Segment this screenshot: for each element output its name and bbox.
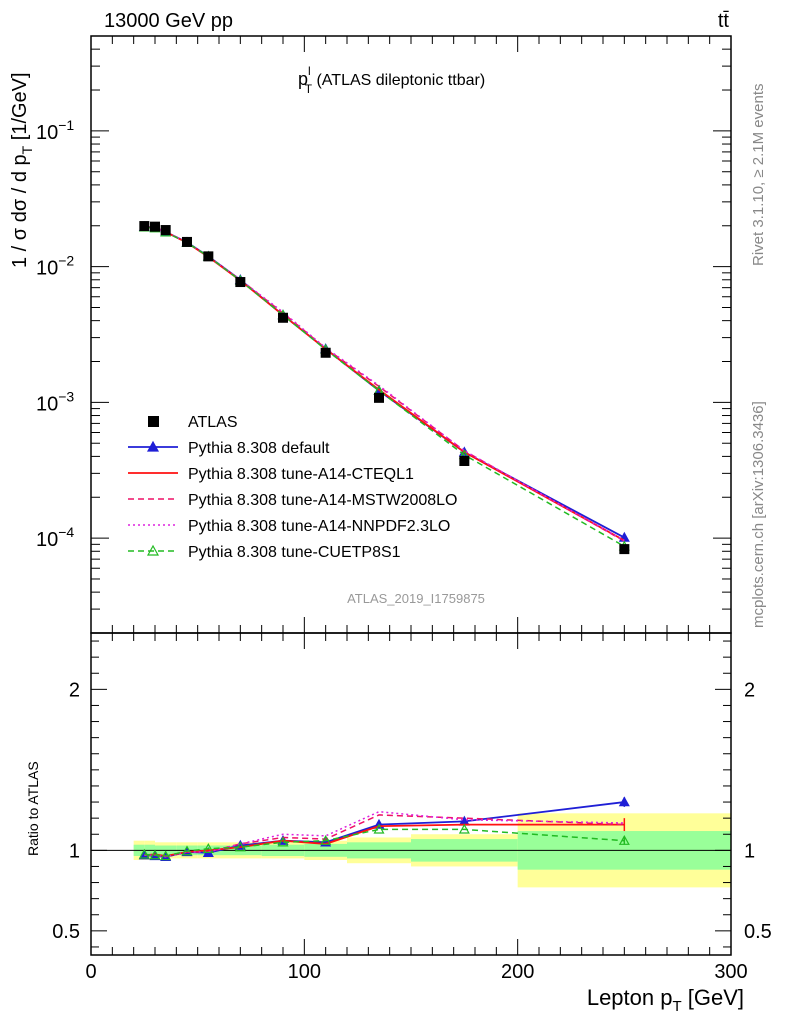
data-point: [160, 225, 171, 236]
data-point: [150, 221, 160, 232]
ratio-y-tick-label: 0.5: [744, 921, 772, 943]
ratio-y-tick-label: 1: [69, 840, 80, 862]
ratio-series-marker: [138, 848, 150, 859]
data-point: [619, 544, 630, 555]
data-point: [139, 221, 150, 232]
ratio-series-marker: [277, 836, 289, 847]
y-axis-label: 1 / σ dσ / d pT [1/GeV]: [9, 72, 35, 268]
rivet-version-label: Rivet 3.1.10, ≥ 2.1M events: [750, 83, 767, 267]
legend-marker: [148, 416, 159, 427]
analysis-id: ATLAS_2019_I1759875: [347, 591, 485, 606]
ratio-series-marker: [202, 843, 214, 853]
x-axis-label: Lepton pT [GeV]: [587, 985, 744, 1015]
x-tick-label: 300: [714, 961, 747, 983]
ratio-series-marker: [181, 845, 193, 856]
data-point: [374, 392, 384, 403]
main-plot-frame: [90, 35, 732, 634]
data-point: [203, 251, 214, 262]
ratio-series-line: [144, 810, 625, 858]
legend-label: Pythia 8.308 tune-A14-NNPDF2.3LO: [188, 518, 450, 535]
energy-label: 13000 GeV pp: [104, 10, 233, 32]
y-tick-label: 10−3: [36, 388, 74, 415]
y-tick-label: 10−1: [36, 117, 74, 144]
plot-title: pl T (ATLAS dileptonic ttbar): [298, 64, 485, 96]
process-label: tt̄: [718, 10, 730, 32]
legend-label: Pythia 8.308 tune-CUETP8S1: [188, 544, 401, 561]
ratio-series-line: [144, 823, 625, 857]
legend: ATLAS Pythia 8.308 default Pythia 8.308 tu…: [128, 414, 457, 561]
y-tick-label: 10−2: [36, 253, 74, 280]
ratio-series-marker: [160, 850, 172, 861]
ratio-plot-frame: [90, 632, 732, 956]
data-point: [182, 236, 192, 247]
legend-label: Pythia 8.308 tune-A14-MSTW2008LO: [188, 492, 457, 509]
data-point: [235, 277, 246, 288]
ratio-series-marker: [234, 841, 246, 852]
legend-label: Pythia 8.308 default: [188, 440, 330, 457]
ratio-series-marker: [458, 823, 470, 834]
data-point: [459, 455, 470, 466]
ratio-y-tick-label: 2: [744, 679, 755, 701]
ratio-series-marker: [320, 834, 332, 845]
ratio-series-marker: [149, 849, 161, 860]
ratio-y-tick-label: 2: [69, 679, 80, 701]
x-tick-label: 100: [288, 961, 321, 983]
legend-label: Pythia 8.308 tune-A14-CTEQL1: [188, 466, 414, 483]
ratio-series-line: [144, 814, 625, 858]
ratio-y-tick-label: 0.5: [52, 921, 80, 943]
main-series-line: [144, 225, 625, 539]
mcplots-label: mcplots.cern.ch [arXiv:1306.3436]: [750, 401, 767, 628]
y-tick-label: 10−4: [36, 524, 74, 551]
data-point: [278, 312, 288, 323]
legend-label: ATLAS: [188, 414, 238, 431]
x-tick-label: 0: [85, 961, 96, 983]
ratio-series-marker: [373, 823, 385, 834]
ratio-y-tick-label: 1: [744, 840, 755, 862]
data-point: [320, 347, 331, 358]
ratio-series-line: [144, 828, 625, 857]
legend-marker: [146, 544, 160, 556]
legend-marker: [146, 440, 160, 452]
ratio-y-axis-label: Ratio to ATLAS: [25, 761, 41, 856]
x-tick-label: 200: [501, 961, 534, 983]
